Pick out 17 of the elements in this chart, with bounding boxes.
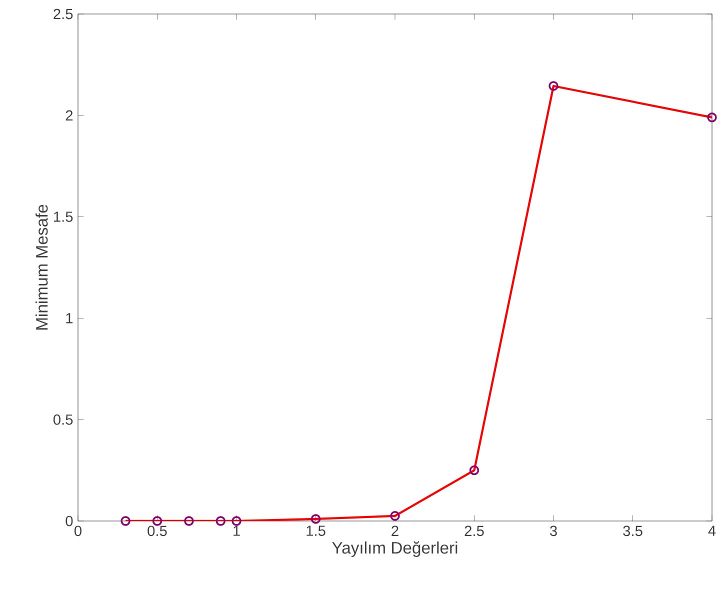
- x-tick-label: 2: [392, 526, 398, 536]
- x-tick-label: 0.5: [148, 526, 167, 536]
- x-tick-label: 4: [708, 526, 716, 536]
- x-tick-label: 1.5: [306, 526, 326, 536]
- x-tick-label: 3: [550, 526, 557, 536]
- x-tick-label: 2.5: [464, 526, 484, 536]
- y-tick-label: 1: [66, 313, 73, 324]
- x-tick-label: 3.5: [623, 526, 642, 536]
- y-axis-title: Minimum Mesafe: [35, 204, 48, 330]
- y-tick-label: 0: [66, 516, 73, 526]
- y-tick-label: 1.5: [54, 212, 73, 222]
- y-tick-label: 0.5: [53, 414, 73, 425]
- y-tick-label: 2: [66, 110, 73, 121]
- x-tick-label: 1: [234, 526, 240, 536]
- y-tick-label: 2.5: [54, 8, 73, 20]
- x-axis-title: Yayılım Değerleri: [332, 541, 458, 557]
- x-tick-label: 0: [74, 526, 82, 536]
